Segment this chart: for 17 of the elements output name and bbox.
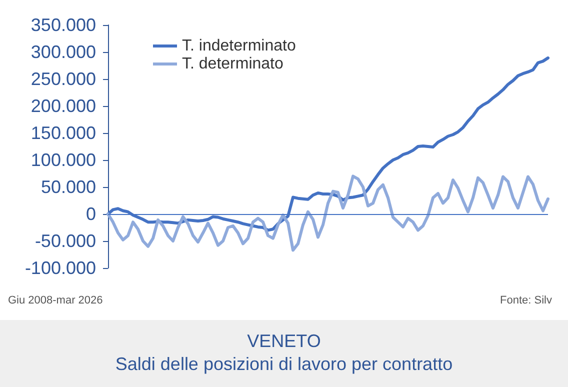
y-tick-label: -50.000	[34, 231, 96, 251]
y-tick-label: 300.000	[30, 42, 96, 62]
y-tick-label: 50.000	[40, 177, 96, 197]
legend-label: T. indeterminato	[182, 38, 296, 54]
text: Saldi delle posizioni di lavoro per contratto	[114, 353, 454, 376]
source-note: Fonte: Silv	[500, 294, 552, 306]
text: VENETO	[246, 330, 322, 353]
y-tick-label: 100.000	[30, 150, 96, 170]
line-series	[106, 174, 550, 252]
y-tick-label: -100.000	[24, 258, 96, 278]
y-tick-label: 0	[86, 204, 96, 224]
y-tick-label: 200.000	[30, 96, 96, 116]
legend-label: T. determinato	[182, 56, 284, 72]
text: Giu 2008-mar 2026	[8, 294, 103, 306]
y-tick-label: 250.000	[30, 69, 96, 89]
y-tick-label: 150.000	[30, 123, 96, 143]
y-tick-label: 350.000	[30, 15, 96, 35]
